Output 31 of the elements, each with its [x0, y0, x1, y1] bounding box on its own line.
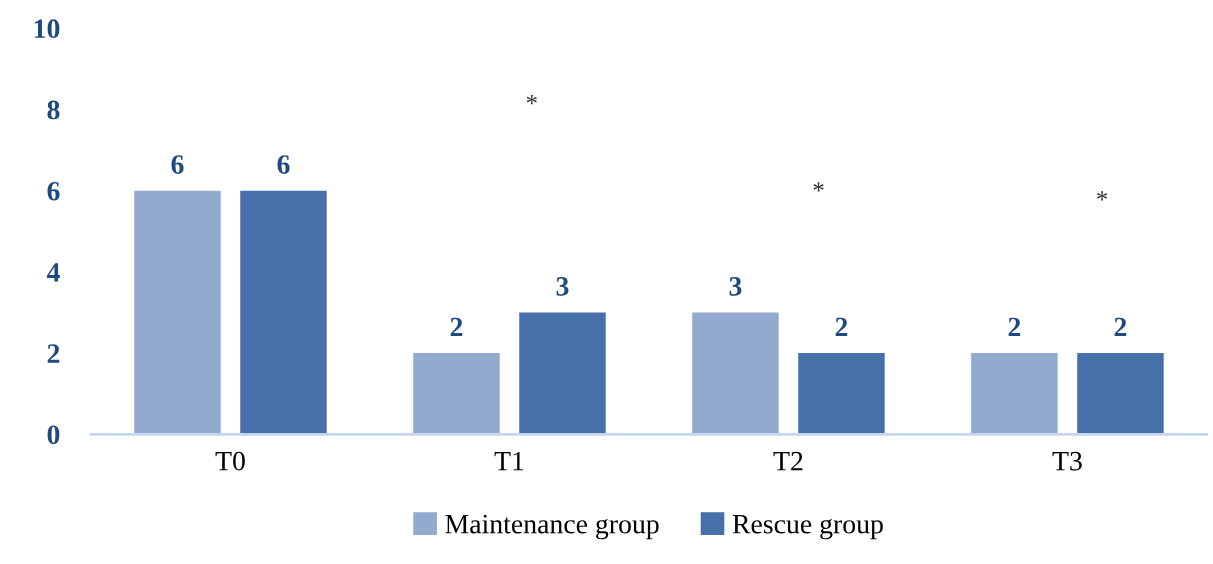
legend-label: Rescue group [732, 515, 883, 540]
bar [519, 312, 606, 435]
y-tick-label: 8 [47, 100, 60, 120]
data-label: 3 [556, 277, 569, 296]
bar [798, 353, 885, 435]
data-label: 3 [729, 277, 742, 296]
bar [692, 312, 779, 435]
data-label: 2 [835, 317, 848, 337]
x-tick-label: T3 [1052, 451, 1082, 471]
data-label: 2 [1008, 317, 1021, 337]
x-tick-label: T2 [773, 451, 803, 471]
y-tick-label: 4 [46, 263, 60, 282]
data-label: 2 [450, 317, 463, 337]
data-label: 6 [171, 155, 184, 174]
data-label: 2 [1114, 317, 1127, 337]
x-tick-label: T0 [215, 451, 245, 471]
y-tick-label: 2 [47, 344, 60, 363]
legend-label: Maintenance group [445, 514, 659, 540]
bar [413, 353, 500, 435]
annotation: * [526, 95, 537, 105]
y-tick-label: 10 [34, 19, 60, 39]
bar [971, 353, 1058, 435]
bar [1077, 353, 1164, 435]
bar [240, 190, 327, 435]
bar [134, 190, 221, 435]
y-tick-label: 6 [47, 181, 60, 201]
y-tick-label: 0 [47, 425, 60, 445]
annotation: * [1097, 191, 1108, 201]
data-label: 6 [277, 155, 290, 174]
x-tick-label: T1 [494, 451, 524, 471]
annotation: * [813, 182, 824, 192]
